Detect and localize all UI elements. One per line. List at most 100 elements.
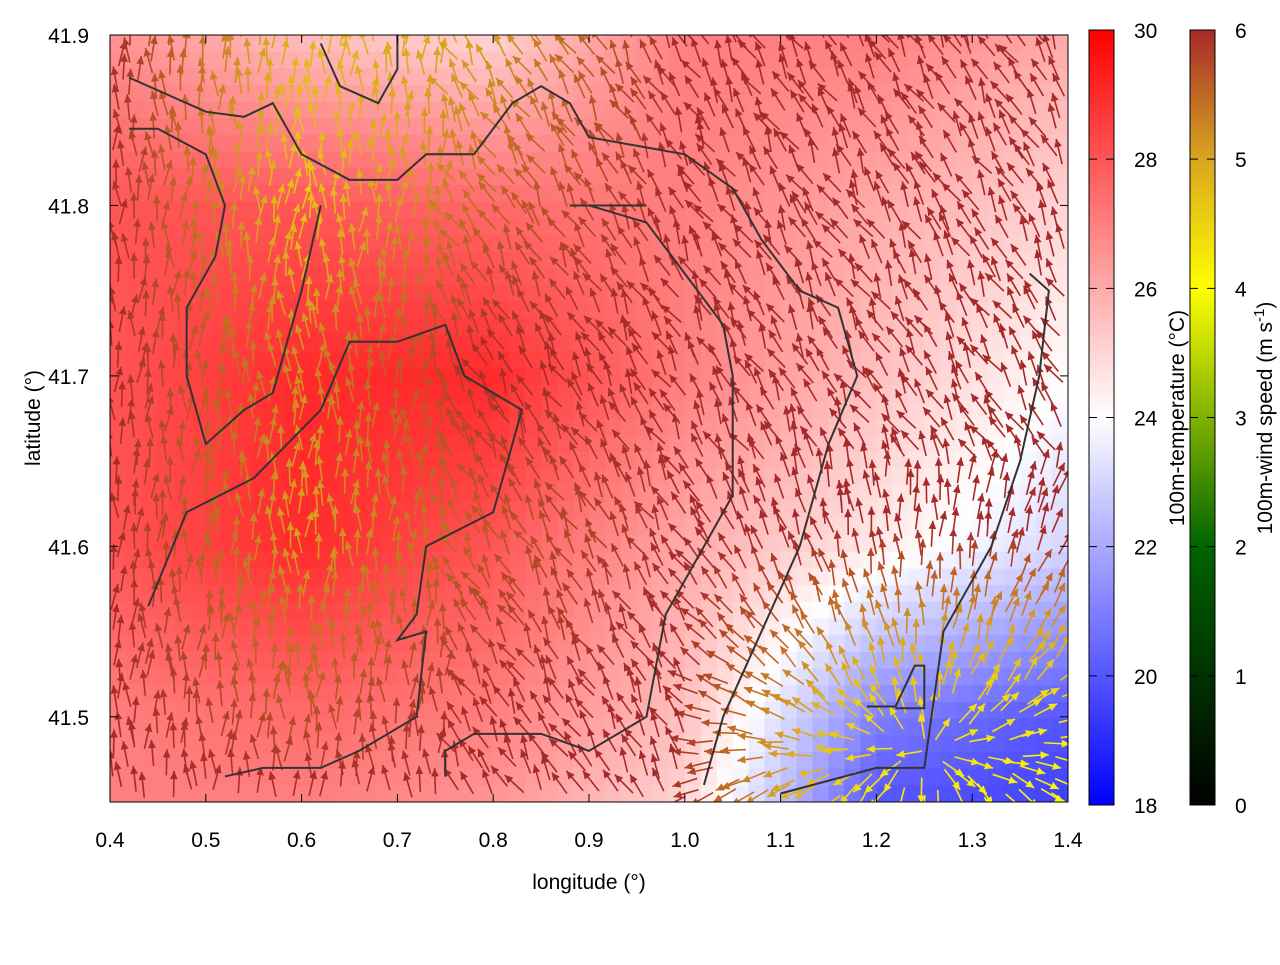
heatmap-cell (142, 519, 159, 536)
heatmap-cell (669, 85, 686, 102)
heatmap-cell (781, 552, 798, 569)
heatmap-cell (717, 135, 734, 152)
wind-arrow-head (817, 12, 825, 21)
wind-arrow-head (1010, 25, 1018, 34)
heatmap-cell (876, 452, 893, 469)
heatmap-cell (126, 669, 143, 686)
heatmap-cell (525, 669, 542, 686)
heatmap-cell (413, 785, 430, 802)
heatmap-cell (1052, 252, 1069, 269)
heatmap-cell (493, 335, 510, 352)
heatmap-cell (1052, 102, 1069, 119)
heatmap-cell (988, 585, 1005, 602)
heatmap-cell (318, 102, 335, 119)
heatmap-cell (365, 652, 382, 669)
wind-arrow-shaft (778, 10, 783, 35)
heatmap-cell (924, 135, 941, 152)
heatmap-cell (158, 785, 175, 802)
wind-arrow-head (286, 14, 294, 23)
wind-arrow-head (272, 23, 280, 32)
heatmap-cell (733, 419, 750, 436)
heatmap-cell (829, 469, 846, 486)
wind-arrow-head (619, 15, 626, 24)
heatmap-cell (797, 585, 814, 602)
heatmap-cell (621, 485, 638, 502)
heatmap-cell (158, 685, 175, 702)
wind-arrow-head (820, 24, 828, 33)
heatmap-cell (988, 68, 1005, 85)
heatmap-cell (126, 235, 143, 252)
wind-arrow (297, 11, 305, 37)
heatmap-cell (908, 352, 925, 369)
heatmap-cell (206, 569, 223, 586)
wind-arrow-shaft (130, 20, 131, 46)
wind-arrow-shaft (643, 12, 648, 37)
heatmap-cell (892, 202, 909, 219)
heatmap-cell (1036, 719, 1053, 736)
heatmap-cell (701, 652, 718, 669)
wind-arrow-head (997, 22, 1005, 31)
heatmap-cell (1036, 118, 1053, 135)
heatmap-cell (908, 268, 925, 285)
heatmap-cell (813, 752, 830, 769)
heatmap-cell (685, 685, 702, 702)
heatmap-cell (509, 785, 526, 802)
heatmap-cell (206, 619, 223, 636)
heatmap-cell (429, 785, 446, 802)
heatmap-cell (749, 669, 766, 686)
heatmap-cell (940, 285, 957, 302)
heatmap-cell (701, 318, 718, 335)
heatmap-cell (701, 252, 718, 269)
heatmap-cell (765, 652, 782, 669)
heatmap-cell (541, 785, 558, 802)
heatmap-cell (461, 102, 478, 119)
heatmap-cell (190, 769, 207, 786)
heatmap-cell (334, 268, 351, 285)
heatmap-cell (924, 769, 941, 786)
heatmap-cell (701, 202, 718, 219)
heatmap-cell (413, 469, 430, 486)
heatmap-cell (270, 785, 287, 802)
heatmap-cell (142, 285, 159, 302)
heatmap-cell (238, 619, 255, 636)
heatmap-cell (350, 168, 367, 185)
heatmap-cell (908, 752, 925, 769)
wind-arrow-head (1027, 21, 1035, 30)
heatmap-cell (940, 785, 957, 802)
heatmap-cell (254, 352, 271, 369)
heatmap-cell (1052, 419, 1069, 436)
heatmap-cell (525, 102, 542, 119)
heatmap-cell (924, 52, 941, 69)
heatmap-cell (525, 335, 542, 352)
heatmap-cell (493, 619, 510, 636)
heatmap-cell (557, 569, 574, 586)
heatmap-cell (350, 152, 367, 169)
heatmap-cell (206, 35, 223, 52)
wind-arrow-head (391, 10, 399, 18)
heatmap-cell (573, 619, 590, 636)
heatmap-cell (685, 652, 702, 669)
wind-arrow-head (500, 18, 507, 27)
heatmap-cell (956, 502, 973, 519)
heatmap-cell (876, 752, 893, 769)
wind-arrow-head (223, 17, 231, 26)
heatmap-cell (190, 519, 207, 536)
heatmap-cell (765, 52, 782, 69)
wind-arrow-shaft (424, 11, 425, 37)
heatmap-cell (413, 168, 430, 185)
heatmap-cell (206, 318, 223, 335)
heatmap-cell (956, 685, 973, 702)
heatmap-cell (158, 368, 175, 385)
heatmap-cell (557, 352, 574, 369)
heatmap-cell (765, 535, 782, 552)
heatmap-cell (892, 719, 909, 736)
wind-arrow (619, 15, 632, 37)
heatmap-cell (397, 102, 414, 119)
heatmap-cell (621, 35, 638, 52)
heatmap-cell (525, 519, 542, 536)
heatmap-cell (1052, 652, 1069, 669)
heatmap-cell (876, 352, 893, 369)
heatmap-cell (413, 735, 430, 752)
heatmap-cell (254, 569, 271, 586)
heatmap-cell (1052, 318, 1069, 335)
